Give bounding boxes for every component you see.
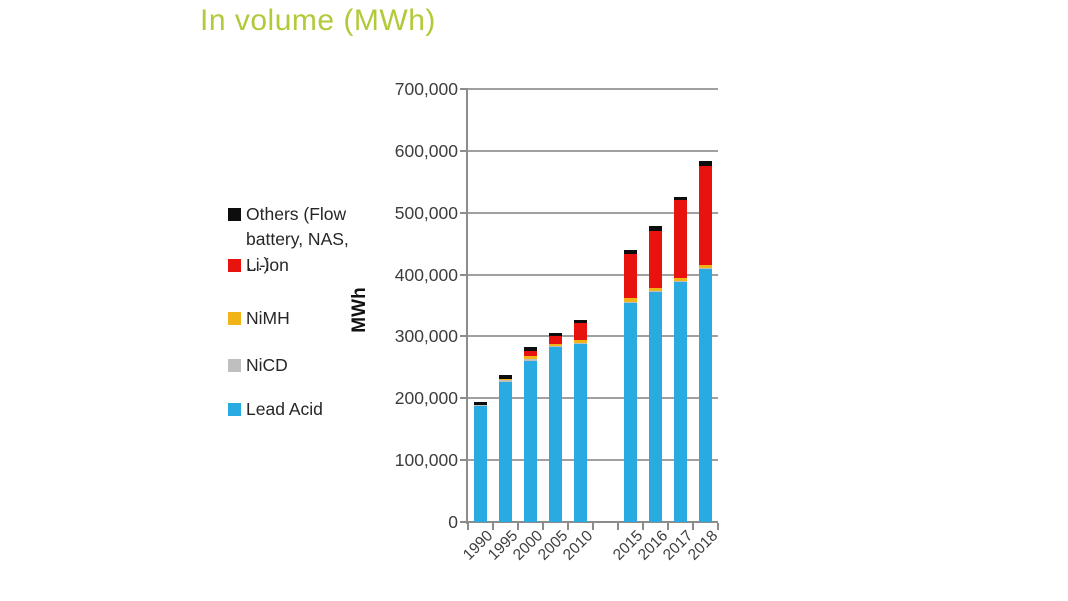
y-tick-label: 600,000 [394,140,458,161]
bar-segment-lead-acid-2010 [574,343,587,522]
legend-item-nicd: NiCD [228,353,376,378]
bar-segment-others-flow-battery-nas--2018 [699,161,712,167]
bar-segment-lead-acid-2017 [674,281,687,522]
bar-segment-nicd-2005 [549,346,562,347]
y-tick [460,211,468,214]
lead-acid-swatch-icon [228,403,241,416]
bar-segment-li-ion-2000 [524,351,537,357]
page-title: In volume (MWh) [200,4,436,37]
gridline [468,459,718,462]
x-axis-line [466,521,718,523]
bar-segment-lead-acid-2015 [624,302,637,522]
x-tick [692,523,694,530]
y-axis-line [466,89,468,524]
nicd-swatch-icon [228,359,241,372]
bar-segment-others-flow-battery-nas--2017 [674,196,687,200]
gridline [468,397,718,400]
bar-segment-nimh-2010 [574,340,587,344]
x-tick [492,523,494,530]
bar-segment-lead-acid-2000 [524,360,537,522]
y-tick-label: 700,000 [394,79,458,99]
bar-segment-lead-acid-2016 [649,291,662,522]
x-tick [667,523,669,530]
legend-item-lead-acid: Lead Acid [228,397,376,422]
legend-label-nimh: NiMH [246,308,290,328]
y-tick [460,459,468,462]
bar-segment-others-flow-battery-nas--2016 [649,226,662,231]
bar-segment-nimh-2000 [524,356,537,360]
x-tick [617,523,619,530]
x-tick [517,523,519,530]
bar-segment-others-flow-battery-nas--1995 [499,375,512,380]
bar-segment-li-ion-2010 [574,322,587,341]
y-tick [460,397,468,400]
y-tick [460,521,468,523]
y-tick-label: 200,000 [394,388,458,409]
bar-segment-li-ion-2018 [699,166,712,265]
x-tick [467,523,469,530]
bar-segment-nicd-2018 [699,267,712,269]
y-tick [460,149,468,152]
gridline [468,149,718,152]
legend-label-li-ion: Li-ion [246,255,289,275]
bar-segment-others-flow-battery-nas--2015 [624,250,637,254]
legend-label-nicd: NiCD [246,355,288,375]
gridline [468,273,718,276]
x-tick [642,523,644,530]
bar-segment-lead-acid-2005 [549,346,562,522]
bar-segment-nicd-2015 [624,301,637,303]
bar-segment-nimh-2018 [699,264,712,268]
bar-segment-nimh-1995 [499,379,512,381]
bar-segment-others-flow-battery-nas--2005 [549,333,562,337]
bar-segment-others-flow-battery-nas--1990 [474,401,487,406]
bar-segment-nimh-2005 [549,343,562,347]
x-tick [567,523,569,530]
legend-item-others: Others (Flow battery, NAS, …) [228,202,376,277]
y-tick [460,88,468,90]
gridline [468,88,718,90]
gridline [468,335,718,338]
bar-segment-nicd-1995 [499,380,512,382]
legend-item-nimh: NiMH [228,306,376,331]
li-ion-swatch-icon [228,259,241,272]
others-swatch-icon [228,208,241,221]
bar-segment-nicd-2000 [524,359,537,361]
y-tick-label: 500,000 [394,202,458,223]
bar-segment-lead-acid-1990 [474,406,487,522]
y-tick-label: 0 [448,512,458,532]
bar-segment-nicd-2016 [649,290,662,292]
legend-item-li-ion: Li-ion [228,253,376,278]
bar-segment-others-flow-battery-nas--2010 [574,319,587,323]
bar-segment-nicd-2017 [674,281,687,282]
y-tick-label: 100,000 [394,450,458,471]
bar-segment-lead-acid-1995 [499,381,512,522]
bar-segment-li-ion-2016 [649,230,662,288]
bar-segment-li-ion-2015 [624,253,637,299]
y-tick [460,273,468,276]
legend-label-lead-acid: Lead Acid [246,399,323,419]
bar-segment-nicd-2010 [574,343,587,344]
y-tick-label: 300,000 [394,326,458,347]
y-tick-label: 400,000 [394,264,458,285]
bar-segment-nicd-1990 [474,405,487,407]
gridline [468,211,718,214]
bar-segment-li-ion-2017 [674,199,687,279]
legend-label-others: Others (Flow battery, NAS, …) [246,204,349,274]
x-tick [592,523,594,530]
x-tick [542,523,544,530]
nimh-swatch-icon [228,312,241,325]
bar-segment-nimh-2017 [674,278,687,282]
bar-segment-nimh-2016 [649,287,662,291]
y-tick [460,335,468,338]
bar-segment-others-flow-battery-nas--2000 [524,346,537,352]
bar-segment-nimh-2015 [624,298,637,302]
bar-segment-li-ion-2005 [549,336,562,344]
x-tick [717,523,719,530]
bar-segment-lead-acid-2018 [699,268,712,522]
